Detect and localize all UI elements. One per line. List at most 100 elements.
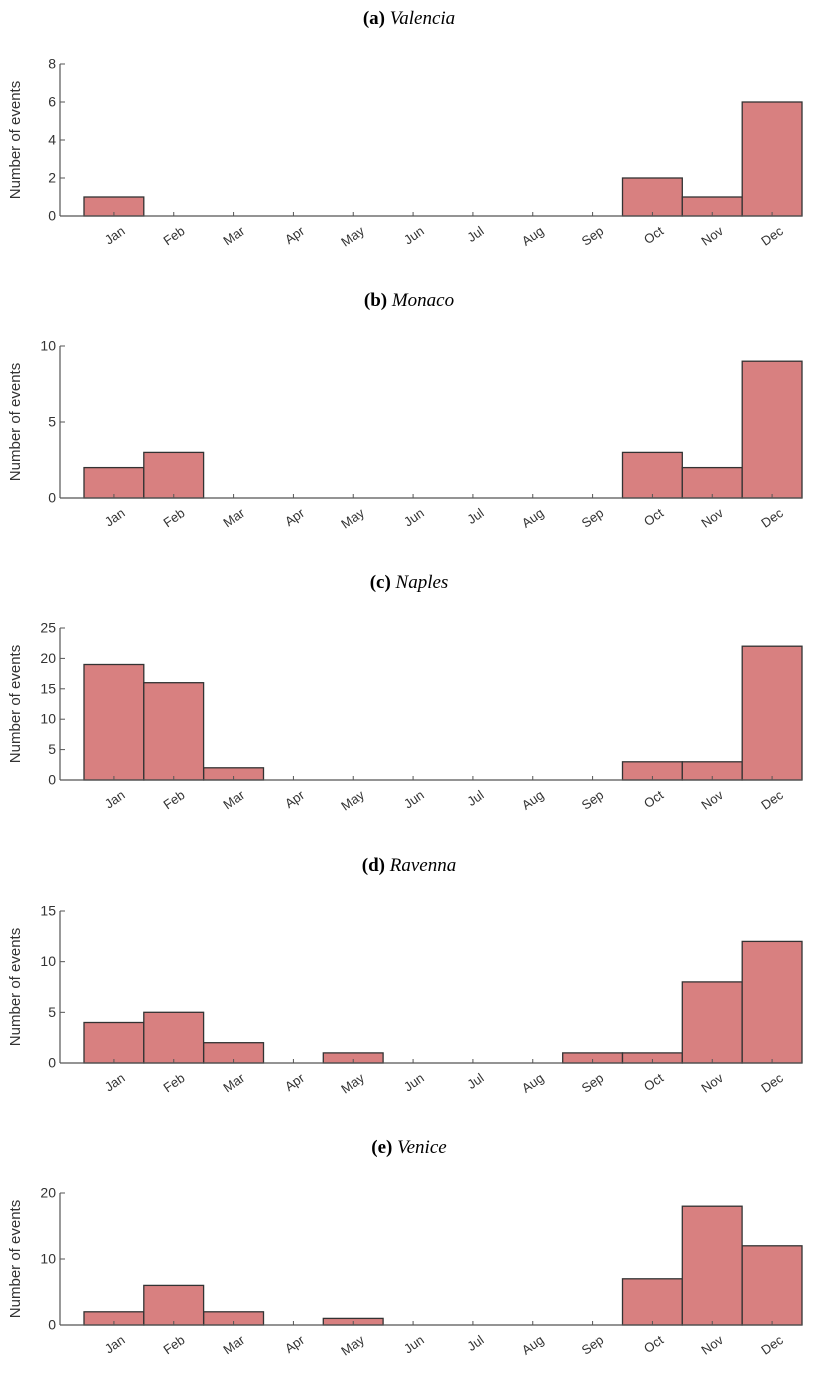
y-tick-label: 0	[48, 208, 56, 224]
x-tick-label: Mar	[220, 1332, 247, 1358]
y-tick-label: 10	[40, 711, 56, 727]
y-tick-label: 0	[48, 772, 56, 788]
chart-title: Venice	[397, 1137, 447, 1158]
bar-dec	[741, 1245, 803, 1326]
chart-title: Ravenna	[389, 855, 457, 876]
x-tick-label: Mar	[220, 787, 247, 813]
panel-title: (b) Monaco	[0, 290, 818, 312]
bar-feb	[143, 1011, 205, 1064]
x-tick-label: Jun	[401, 787, 427, 811]
y-axis-label: Number of events	[7, 928, 24, 1046]
bar-oct	[621, 451, 683, 499]
panel-label: (b)	[363, 290, 388, 311]
bar-chart-monaco: 0 5 10 Jan Feb Mar Apr May Jun Jul Aug Sep Oct Nov Dec…	[7, 338, 803, 532]
y-tick-label: 20	[40, 650, 56, 666]
x-tick-label: Oct	[641, 1332, 666, 1356]
x-tick-label: Jun	[401, 505, 427, 529]
bar-chart-naples: 0 5 10 15 20 25 Jan Feb Mar Apr May Jun Jul Aug Sep Oct…	[7, 620, 803, 814]
y-tick-label: 25	[40, 620, 56, 636]
bar-jan	[83, 1021, 145, 1064]
x-tick-label: Jan	[102, 787, 128, 811]
bar-dec	[741, 940, 803, 1064]
x-tick-label: Oct	[641, 1070, 666, 1094]
y-tick-label: 2	[48, 170, 56, 186]
x-tick-label: Apr	[282, 787, 308, 811]
bar-jan	[83, 663, 145, 781]
panel-label: (c)	[369, 572, 391, 593]
bar-chart-venice: 0 10 20 Jan Feb Mar Apr May Jun Jul Aug Sep Oct Nov De…	[7, 1185, 803, 1359]
bar-feb	[143, 451, 205, 499]
y-tick-label: 5	[48, 741, 56, 757]
panel-c: (c) Naples 0 5 10 15 20 25 Jan Feb Mar Apr May Jun J…	[0, 572, 818, 842]
bar-nov	[681, 466, 743, 499]
y-axis-label: Number of events	[7, 1200, 24, 1318]
x-tick-label: May	[338, 1070, 367, 1097]
x-tick-label: Nov	[698, 505, 726, 531]
x-tick-label: Dec	[758, 1070, 786, 1096]
y-tick-label: 6	[48, 94, 56, 110]
x-tick-label: Oct	[641, 223, 666, 247]
y-tick-label: 10	[40, 953, 56, 969]
bar-feb	[143, 1284, 205, 1326]
x-tick-label: Sep	[579, 787, 607, 813]
x-tick-label: Sep	[579, 1070, 607, 1096]
x-tick-label: Oct	[641, 787, 666, 811]
x-tick-label: Jun	[401, 1070, 427, 1094]
x-tick-label: Aug	[519, 1332, 547, 1358]
x-tick-label: Jun	[401, 223, 427, 247]
y-axis-label: Number of events	[7, 81, 24, 199]
bar-nov	[681, 1205, 743, 1326]
x-tick-label: Dec	[758, 1332, 786, 1358]
x-tick-label: Aug	[519, 505, 547, 531]
x-tick-label: Jan	[102, 505, 128, 529]
y-tick-label: 0	[48, 1317, 56, 1333]
x-tick-label: Mar	[220, 223, 247, 249]
y-tick-label: 0	[48, 490, 56, 506]
x-tick-label: Jan	[102, 1070, 128, 1094]
x-tick-label: Aug	[519, 787, 547, 813]
x-tick-label: Dec	[758, 505, 786, 531]
x-tick-label: Apr	[282, 1332, 308, 1356]
x-tick-label: Apr	[282, 223, 308, 247]
y-tick-label: 15	[40, 903, 56, 919]
panel-e: (e) Venice 0 10 20 Jan Feb Mar Apr May Jun Jul Aug…	[0, 1137, 818, 1382]
x-tick-label: Dec	[758, 787, 786, 813]
x-tick-label: Oct	[641, 505, 666, 529]
bar-feb	[143, 682, 205, 781]
x-tick-label: Mar	[220, 1070, 247, 1096]
x-tick-label: Sep	[579, 505, 607, 531]
x-tick-label: Jul	[464, 1070, 486, 1092]
x-tick-label: Jun	[401, 1332, 427, 1356]
x-tick-label: Feb	[161, 787, 188, 812]
panel-title: (d) Ravenna	[0, 855, 818, 877]
chart-title: Naples	[395, 572, 449, 593]
x-tick-label: May	[338, 787, 367, 814]
y-tick-label: 20	[40, 1185, 56, 1201]
y-axis-label: Number of events	[7, 363, 24, 481]
x-tick-label: Nov	[698, 223, 726, 249]
bar-dec	[741, 360, 803, 499]
x-tick-label: Sep	[579, 223, 607, 249]
panel-label: (e)	[371, 1137, 393, 1158]
panel-title: (c) Naples	[0, 572, 818, 594]
bar-oct	[621, 1278, 683, 1326]
bar-chart-valencia: 0 2 4 6 8 Jan Feb Mar Apr May Jun Jul Aug Sep Oct Nov De…	[7, 56, 803, 250]
x-tick-label: Jul	[464, 223, 486, 245]
chart-title: Valencia	[389, 8, 456, 29]
panel-title: (e) Venice	[0, 1137, 818, 1159]
panel-label: (d)	[361, 855, 385, 876]
x-tick-label: Feb	[161, 1332, 188, 1357]
x-tick-label: Mar	[220, 505, 247, 531]
x-tick-label: Aug	[519, 1070, 547, 1096]
x-tick-label: Nov	[698, 1332, 726, 1358]
x-tick-label: May	[338, 1332, 367, 1359]
x-tick-label: Dec	[758, 223, 786, 249]
bar-nov	[681, 981, 743, 1064]
x-tick-label: Apr	[282, 1070, 308, 1094]
y-tick-label: 15	[40, 680, 56, 696]
panel-a: (a) Valencia 0 2 4 6 8 Jan Feb Mar Apr May Jun Jul A…	[0, 8, 818, 278]
y-tick-label: 0	[48, 1055, 56, 1071]
x-tick-label: Aug	[519, 223, 547, 249]
x-tick-label: Feb	[161, 1070, 188, 1095]
